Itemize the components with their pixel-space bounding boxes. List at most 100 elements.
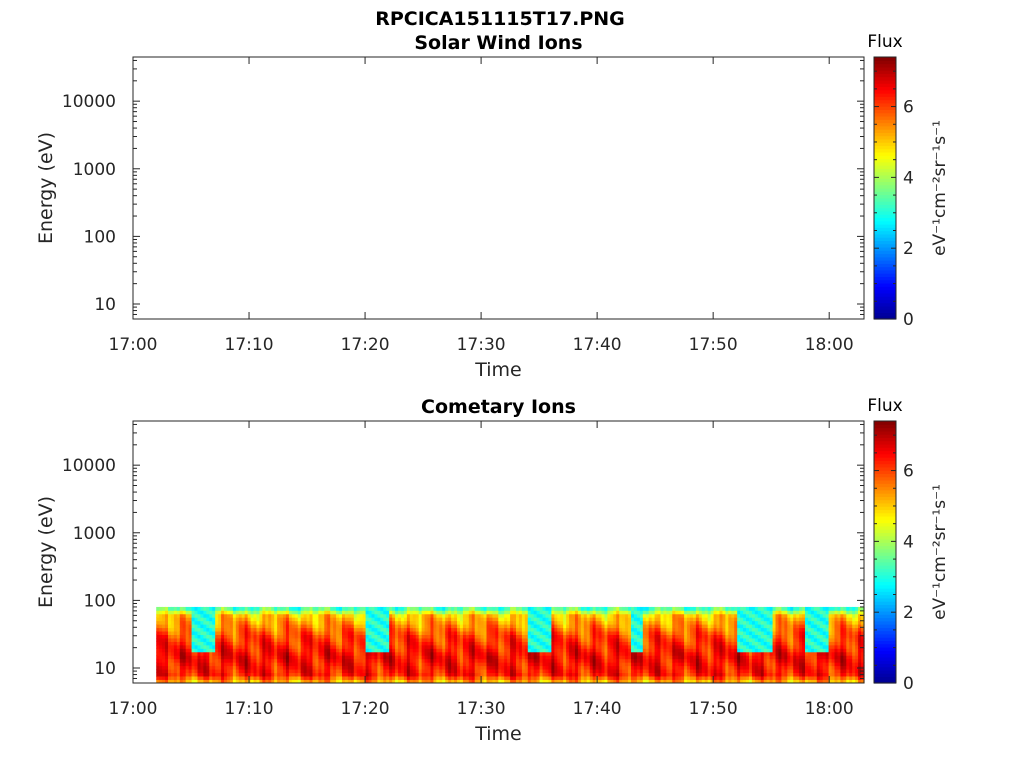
spectrogram-cell [554, 665, 558, 670]
spectrogram-cell [548, 610, 552, 615]
spectrogram-cell [262, 606, 266, 611]
spectrogram-cell [569, 641, 573, 646]
spectrogram-cell [259, 620, 263, 625]
spectrogram-cell [215, 610, 219, 615]
spectrogram-cell [524, 631, 529, 635]
spectrogram-cell [274, 631, 278, 635]
spectrogram-cell [760, 613, 765, 618]
spectrogram-cell [280, 679, 284, 684]
spectrogram-cell [778, 655, 783, 660]
spectrogram-cell [645, 610, 650, 615]
spectrogram-cell [333, 641, 337, 646]
spectrogram-cell [238, 624, 243, 629]
spectrogram-cell [318, 624, 322, 629]
spectrogram-cell [545, 624, 550, 629]
spectrogram-cell [392, 665, 396, 670]
spectrogram-cell [601, 672, 606, 677]
spectrogram-cell [648, 631, 653, 635]
spectrogram-cell [740, 624, 744, 629]
spectrogram-cell [754, 631, 759, 635]
spectrogram-cell [516, 631, 520, 635]
spectrogram-cell [297, 676, 302, 680]
spectrogram-cell [607, 665, 611, 670]
spectrogram-cell [574, 624, 579, 629]
spectrogram-cell [200, 613, 204, 618]
spectrogram-cell [657, 672, 662, 677]
spectrogram-cell [209, 634, 213, 639]
spectrogram-cell [244, 624, 249, 629]
spectrogram-cell [330, 669, 334, 674]
spectrogram-cell [781, 606, 785, 611]
spectrogram-cell [188, 679, 193, 684]
spectrogram-cell [324, 624, 328, 629]
spectrogram-cell [318, 655, 322, 660]
spectrogram-cell [751, 665, 756, 670]
spectrogram-cell [704, 624, 709, 629]
spectrogram-cell [628, 679, 632, 684]
spectrogram-cell [572, 610, 576, 615]
spectrogram-cell [654, 662, 659, 667]
spectrogram-cell [766, 606, 771, 611]
spectrogram-cell [651, 624, 656, 629]
spectrogram-cell [645, 679, 650, 684]
spectrogram-cell [530, 638, 535, 642]
spectrogram-cell [586, 631, 591, 635]
spectrogram-cell [206, 613, 210, 618]
spectrogram-cell [639, 606, 644, 611]
spectrogram-cell [309, 606, 314, 611]
spectrogram-cell [619, 620, 623, 625]
spectrogram-cell [465, 641, 470, 646]
spectrogram-cell [427, 651, 432, 656]
spectrogram-cell [516, 620, 520, 625]
spectrogram-cell [740, 634, 744, 639]
spectrogram-cell [253, 610, 258, 615]
spectrogram-cell [229, 606, 234, 611]
spectrogram-cell [168, 648, 172, 653]
spectrogram-cell [336, 641, 340, 646]
colorbar-segment [874, 296, 896, 300]
spectrogram-cell [657, 644, 662, 649]
spectrogram-cell [368, 631, 373, 635]
spectrogram-cell [687, 634, 691, 639]
spectrogram-cell [616, 644, 620, 649]
spectrogram-cell [362, 638, 367, 642]
spectrogram-cell [339, 658, 343, 663]
spectrogram-cell [527, 658, 532, 663]
spectrogram-cell [445, 617, 449, 622]
spectrogram-cell [221, 641, 225, 646]
spectrogram-cell [660, 638, 665, 642]
spectrogram-cell [306, 631, 311, 635]
spectrogram-cell [409, 672, 414, 677]
spectrogram-cell [586, 613, 591, 618]
spectrogram-cell [421, 665, 426, 670]
spectrogram-cell [442, 644, 446, 649]
spectrogram-cell [477, 638, 482, 642]
spectrogram-cell [371, 679, 376, 684]
spectrogram-cell [548, 634, 552, 639]
spectrogram-cell [737, 679, 741, 684]
spectrogram-cell [235, 669, 240, 674]
spectrogram-cell [368, 648, 373, 653]
spectrogram-cell [159, 672, 163, 677]
spectrogram-cell [333, 634, 337, 639]
spectrogram-cell [395, 613, 399, 618]
spectrogram-cell [698, 641, 703, 646]
spectrogram-cell [347, 606, 352, 611]
spectrogram-cell [156, 620, 160, 625]
spectrogram-cell [684, 613, 688, 618]
spectrogram-cell [185, 634, 190, 639]
spectrogram-cell [569, 634, 573, 639]
spectrogram-cell [580, 627, 585, 632]
spectrogram-cell [569, 624, 573, 629]
spectrogram-cell [356, 638, 361, 642]
spectrogram-cell [521, 665, 526, 670]
spectrogram-cell [631, 665, 635, 670]
spectrogram-cell [769, 676, 774, 680]
spectrogram-cell [229, 676, 234, 680]
spectrogram-cell [162, 672, 166, 677]
spectrogram-cell [790, 655, 794, 660]
spectrogram-cell [365, 610, 370, 615]
spectrogram-cell [306, 665, 311, 670]
spectrogram-cell [751, 669, 756, 674]
spectrogram-cell [648, 679, 653, 684]
